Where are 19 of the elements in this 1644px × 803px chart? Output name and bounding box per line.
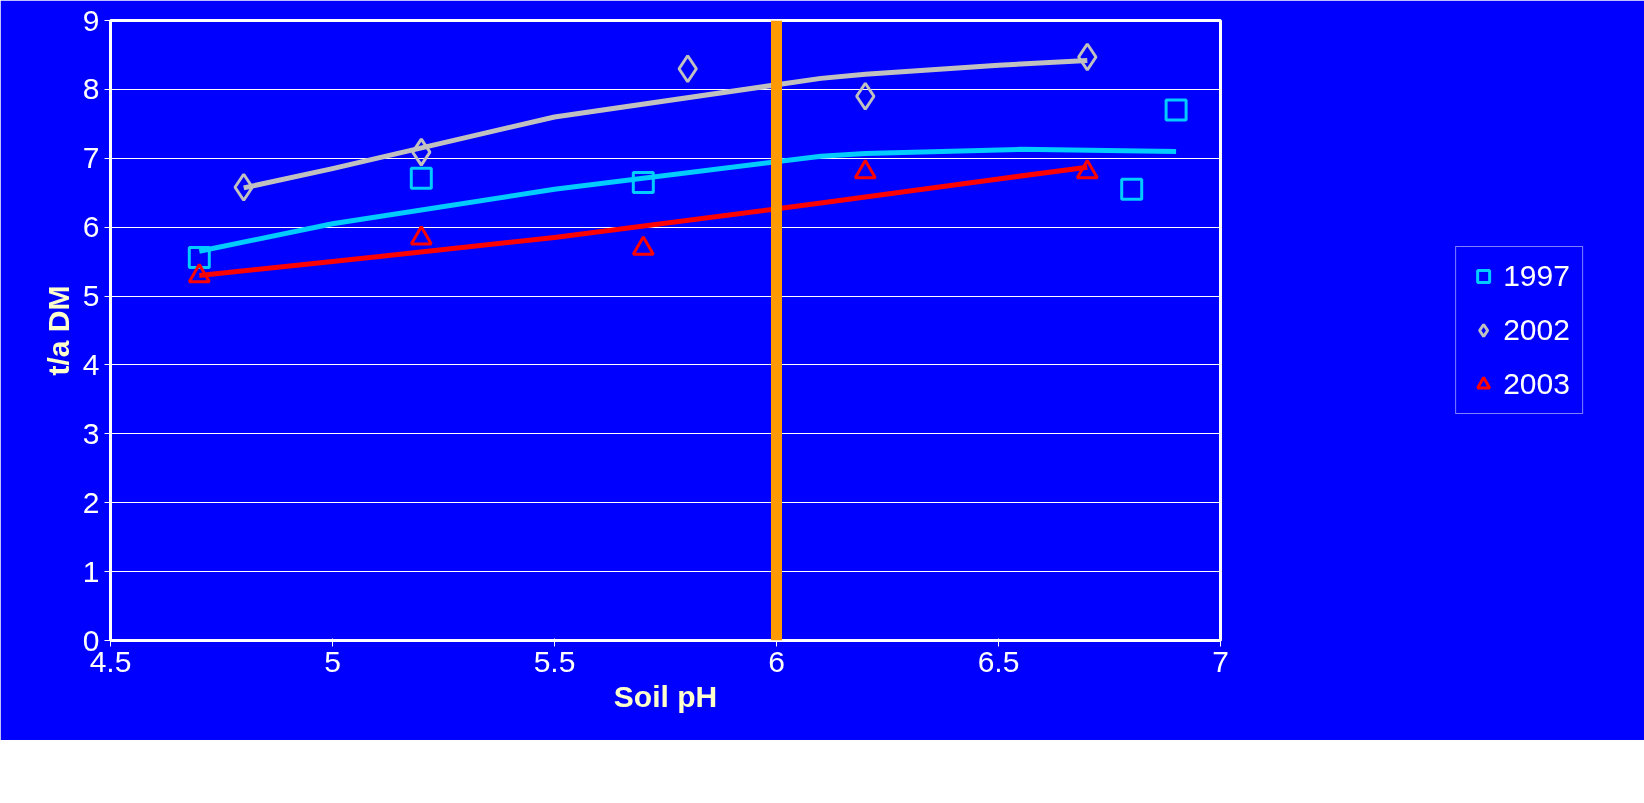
y-tick-label: 8 [82, 72, 100, 106]
y-tick-label: 2 [82, 485, 100, 519]
y-axis-title: t/a DM [41, 285, 75, 376]
x-tick-label: 5.5 [533, 644, 576, 678]
y-tick-label: 9 [82, 3, 100, 37]
y-tick-label: 3 [82, 416, 100, 450]
x-tick-label: 7 [1212, 644, 1229, 678]
y-tick-label: 6 [82, 210, 100, 244]
y-tick-label: 1 [82, 554, 100, 588]
x-tick-label: 5 [324, 644, 341, 678]
x-tick-label: 6.5 [977, 644, 1020, 678]
y-tick-label: 4 [82, 347, 100, 381]
legend-label: 2003 [1503, 367, 1570, 401]
y-tick-label: 5 [82, 279, 100, 313]
x-axis-title: Soil pH [613, 679, 718, 713]
legend-label: 1997 [1503, 259, 1570, 293]
y-tick-label: 7 [82, 141, 100, 175]
legend-label: 2002 [1503, 313, 1570, 347]
x-tick-label: 6 [768, 644, 785, 678]
